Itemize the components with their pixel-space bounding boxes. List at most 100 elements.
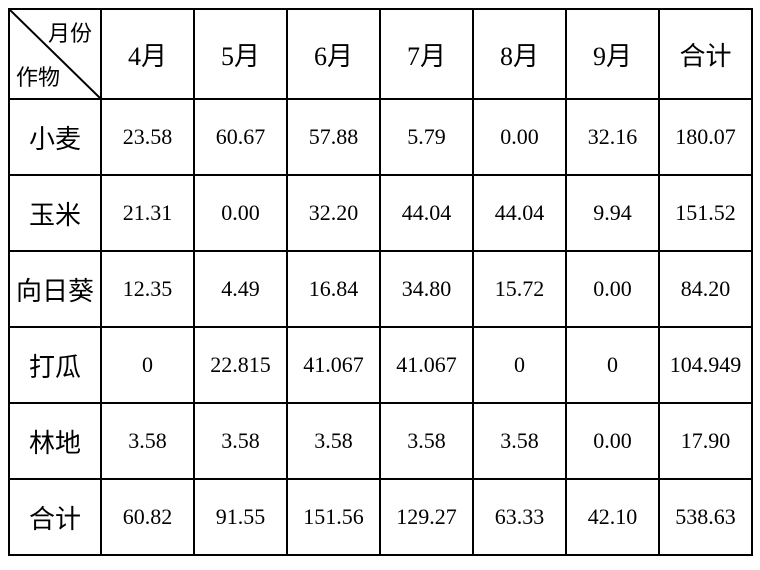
cell-value: 0.00 <box>593 428 632 453</box>
table-cell: 0.00 <box>566 403 659 479</box>
cell-value: 5.79 <box>407 124 446 149</box>
row-label: 玉米 <box>29 201 81 230</box>
cell-value: 4.49 <box>221 276 260 301</box>
diagonal-bottom-label: 作物 <box>16 60 60 92</box>
table-cell: 0.00 <box>566 251 659 327</box>
table-cell: 9.94 <box>566 175 659 251</box>
cell-value: 180.07 <box>675 124 736 149</box>
cell-value: 3.58 <box>314 428 353 453</box>
cell-value: 0 <box>142 352 153 377</box>
cell-value: 3.58 <box>500 428 539 453</box>
row-header: 向日葵 <box>9 251 101 327</box>
table-cell: 44.04 <box>380 175 473 251</box>
table-cell: 0.00 <box>194 175 287 251</box>
cell-value: 17.90 <box>681 428 731 453</box>
table-cell: 0 <box>566 327 659 403</box>
cell-value: 3.58 <box>407 428 446 453</box>
table-cell: 0.00 <box>473 99 566 175</box>
table-cell: 60.82 <box>101 479 194 555</box>
table-cell: 151.52 <box>659 175 752 251</box>
table-cell: 34.80 <box>380 251 473 327</box>
table-cell: 538.63 <box>659 479 752 555</box>
table-cell: 91.55 <box>194 479 287 555</box>
table-row: 小麦 23.58 60.67 57.88 5.79 0.00 32.16 180… <box>9 99 752 175</box>
cell-value: 3.58 <box>221 428 260 453</box>
table-cell: 84.20 <box>659 251 752 327</box>
cell-value: 22.815 <box>210 352 271 377</box>
col-header-label: 5月 <box>221 42 260 71</box>
cell-value: 104.949 <box>670 352 742 377</box>
table-row: 玉米 21.31 0.00 32.20 44.04 44.04 9.94 151… <box>9 175 752 251</box>
row-label: 向日葵 <box>16 277 94 306</box>
table-cell: 16.84 <box>287 251 380 327</box>
table-cell: 0 <box>473 327 566 403</box>
table-cell: 32.16 <box>566 99 659 175</box>
table-row: 打瓜 0 22.815 41.067 41.067 0 0 104.949 <box>9 327 752 403</box>
table-cell: 12.35 <box>101 251 194 327</box>
cell-value: 538.63 <box>675 504 736 529</box>
row-header: 打瓜 <box>9 327 101 403</box>
cell-value: 44.04 <box>495 200 545 225</box>
col-header-label: 6月 <box>314 42 353 71</box>
col-header-label: 7月 <box>407 42 446 71</box>
col-header-label: 8月 <box>500 42 539 71</box>
row-header: 小麦 <box>9 99 101 175</box>
col-header: 9月 <box>566 9 659 99</box>
col-header: 7月 <box>380 9 473 99</box>
row-header: 玉米 <box>9 175 101 251</box>
cell-value: 34.80 <box>402 276 452 301</box>
row-label: 合计 <box>29 505 81 534</box>
col-header: 合计 <box>659 9 752 99</box>
table-cell: 104.949 <box>659 327 752 403</box>
table-cell: 3.58 <box>194 403 287 479</box>
cell-value: 0.00 <box>593 276 632 301</box>
cell-value: 12.35 <box>123 276 173 301</box>
diagonal-top-label: 月份 <box>48 16 92 48</box>
cell-value: 3.58 <box>128 428 167 453</box>
cell-value: 151.52 <box>675 200 736 225</box>
table-cell: 151.56 <box>287 479 380 555</box>
cell-value: 42.10 <box>588 504 638 529</box>
diagonal-header-cell: 月份 作物 <box>9 9 101 99</box>
cell-value: 0 <box>607 352 618 377</box>
table-cell: 57.88 <box>287 99 380 175</box>
table-cell: 4.49 <box>194 251 287 327</box>
cell-value: 16.84 <box>309 276 359 301</box>
row-label: 林地 <box>29 429 81 458</box>
cell-value: 0 <box>514 352 525 377</box>
table-header-row: 月份 作物 4月 5月 6月 7月 8月 9月 合计 <box>9 9 752 99</box>
row-label: 打瓜 <box>29 353 81 382</box>
cell-value: 32.16 <box>588 124 638 149</box>
table-row: 向日葵 12.35 4.49 16.84 34.80 15.72 0.00 84… <box>9 251 752 327</box>
table-cell: 41.067 <box>380 327 473 403</box>
table-cell: 3.58 <box>287 403 380 479</box>
table-cell: 3.58 <box>380 403 473 479</box>
table-cell: 3.58 <box>101 403 194 479</box>
table-cell: 41.067 <box>287 327 380 403</box>
cell-value: 63.33 <box>495 504 545 529</box>
cell-value: 15.72 <box>495 276 545 301</box>
col-header-label: 9月 <box>593 42 632 71</box>
table-cell: 0 <box>101 327 194 403</box>
cell-value: 41.067 <box>396 352 457 377</box>
cell-value: 32.20 <box>309 200 359 225</box>
cell-value: 0.00 <box>221 200 260 225</box>
row-label: 小麦 <box>29 125 81 154</box>
table-cell: 129.27 <box>380 479 473 555</box>
cell-value: 129.27 <box>396 504 457 529</box>
table-cell: 5.79 <box>380 99 473 175</box>
cell-value: 0.00 <box>500 124 539 149</box>
row-header: 林地 <box>9 403 101 479</box>
table-cell: 23.58 <box>101 99 194 175</box>
table-cell: 22.815 <box>194 327 287 403</box>
table-cell: 15.72 <box>473 251 566 327</box>
cell-value: 57.88 <box>309 124 359 149</box>
cell-value: 21.31 <box>123 200 173 225</box>
table-cell: 3.58 <box>473 403 566 479</box>
table-cell: 44.04 <box>473 175 566 251</box>
cell-value: 151.56 <box>303 504 364 529</box>
table-cell: 63.33 <box>473 479 566 555</box>
cell-value: 23.58 <box>123 124 173 149</box>
cell-value: 44.04 <box>402 200 452 225</box>
table-row: 合计 60.82 91.55 151.56 129.27 63.33 42.10… <box>9 479 752 555</box>
